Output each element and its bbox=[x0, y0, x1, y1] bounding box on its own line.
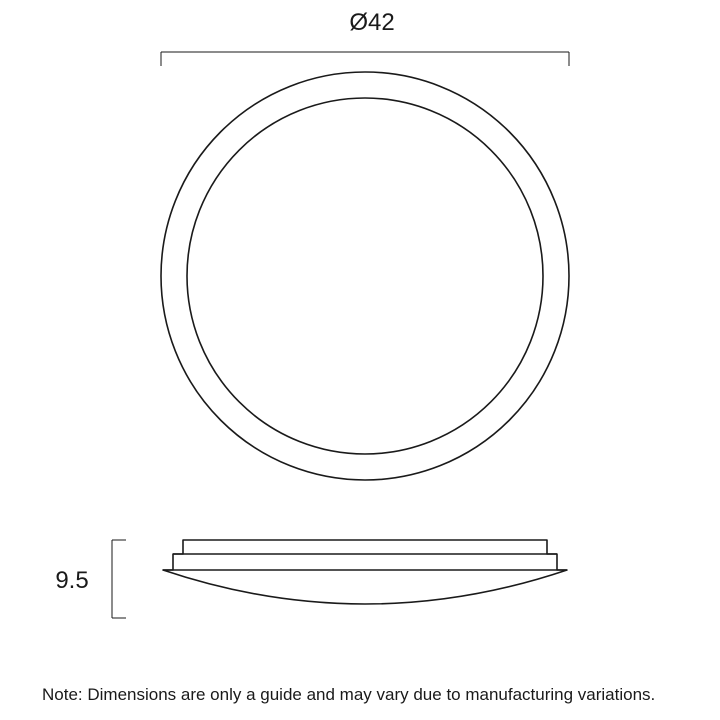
dimension-diagram: Ø42 9.5 Note: Dimensions are only a guide … bbox=[0, 0, 720, 720]
height-label: 9.5 bbox=[55, 567, 88, 594]
top-view-inner-circle bbox=[187, 98, 543, 454]
side-view-profile bbox=[163, 540, 567, 604]
diameter-label: Ø42 bbox=[349, 9, 394, 36]
top-view-outer-circle bbox=[161, 72, 569, 480]
footnote: Note: Dimensions are only a guide and ma… bbox=[42, 685, 655, 704]
